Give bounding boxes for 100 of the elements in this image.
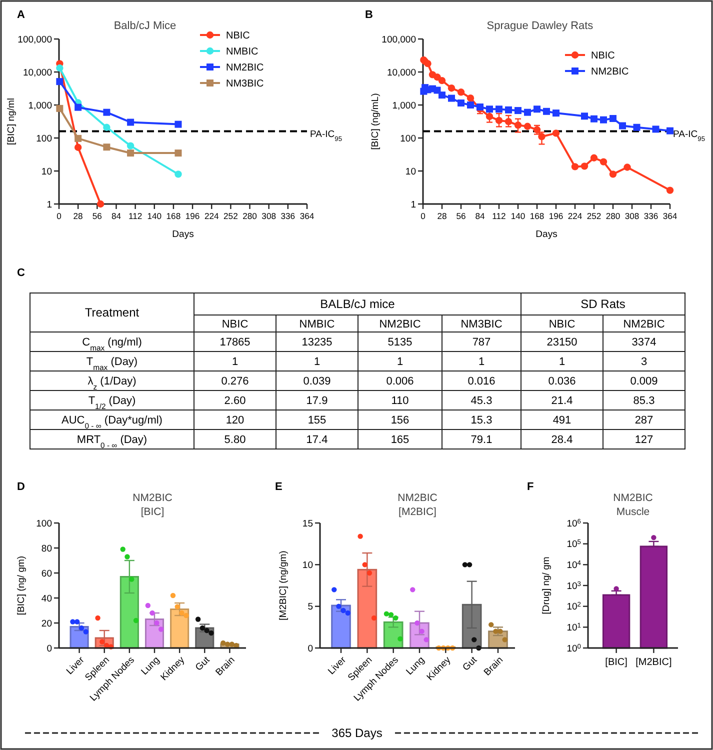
x-tick-label: 336 <box>280 211 296 221</box>
y-tick-label: 1,000 <box>392 100 416 112</box>
text: 17.4 <box>306 434 328 446</box>
text: 0.009 <box>630 376 658 388</box>
y-tick-label: 10 <box>302 560 313 571</box>
text: 85.3 <box>633 395 655 408</box>
text: 0.276 <box>221 376 249 388</box>
text: 3 <box>640 356 648 368</box>
y-tick-label: 10$^{4}$ <box>566 559 582 571</box>
y-tick-label: 5 <box>308 602 313 613</box>
x-tick-label: 224 <box>568 211 582 221</box>
y-tick-label: 20 <box>41 618 52 630</box>
chart-subtitle: Muscle <box>616 506 650 518</box>
category-label: NBIC <box>548 318 576 331</box>
category-label: NMBIC <box>299 318 335 331</box>
legend-label: NMBIC <box>226 46 258 58</box>
text: 787 <box>472 336 491 349</box>
x-tick-label: 280 <box>606 211 620 221</box>
ref-line-label: PA-IC$_{95}$ <box>673 128 706 142</box>
x-tick-label: 112 <box>492 211 506 221</box>
text: 17.9 <box>306 395 328 408</box>
text: 79.1 <box>470 434 492 446</box>
text: 17865 <box>220 336 250 349</box>
x-tick-label: 252 <box>224 211 238 221</box>
y-tick-label: 0 <box>46 643 52 654</box>
y-tick-label: 40 <box>41 593 52 604</box>
x-tick-label: 336 <box>644 211 658 221</box>
text: 155 <box>308 414 326 427</box>
text: 0.016 <box>468 376 496 388</box>
text: E <box>275 481 282 493</box>
y-tick-label: 10$^{5}$ <box>566 538 582 550</box>
text: 0.036 <box>548 376 576 388</box>
x-tick-label: 364 <box>662 211 678 221</box>
y-tick-label: 10$^{6}$ <box>566 518 582 530</box>
category-label: T$_{max}$ (Day) <box>86 356 138 372</box>
text: 2.60 <box>224 395 246 408</box>
x-tick-label: 280 <box>242 211 258 221</box>
text: SD Rats <box>580 297 626 312</box>
text: 0.006 <box>386 376 414 388</box>
y-tick-label: 80 <box>41 543 52 554</box>
chart-subtitle: [M2BIC] <box>398 506 437 518</box>
y-tick-label: 10,000 <box>386 67 416 78</box>
text: 365 Days <box>332 726 382 740</box>
y-axis-title: [Drug] ng/ gm <box>541 556 552 614</box>
text: 3374 <box>632 336 656 349</box>
text: 5135 <box>388 336 412 349</box>
x-tick-label: 196 <box>185 211 200 221</box>
y-tick-label: 100 <box>400 133 416 144</box>
y-tick-label: 1,000 <box>28 100 52 112</box>
x-tick-label: 0 <box>56 211 62 221</box>
x-tick-label: 56 <box>92 211 102 221</box>
x-tick-label: 0 <box>420 211 426 221</box>
text: 1 <box>232 356 238 368</box>
x-tick-label: 140 <box>147 211 162 221</box>
y-tick-label: 10$^{2}$ <box>566 601 582 613</box>
y-tick-label: 15 <box>302 518 313 530</box>
x-axis-title: Days <box>536 229 558 240</box>
x-tick-label: 28 <box>437 211 447 221</box>
chart-title: NM2BIC <box>613 492 654 504</box>
x-tick-label: 168 <box>166 211 181 221</box>
y-tick-label: 100 <box>36 133 52 144</box>
y-tick-label: 100,000 <box>382 34 416 46</box>
x-tick-label: 112 <box>128 211 142 221</box>
x-tick-label: 252 <box>586 211 602 221</box>
text: 127 <box>634 434 654 446</box>
text: D <box>17 481 25 493</box>
y-tick-label: 10$^{0}$ <box>566 642 582 654</box>
category-label: MRT$_{0 - ∞}$ (Day) <box>76 434 148 450</box>
x-tick-label: Gut <box>460 654 480 674</box>
x-tick-label: 168 <box>530 211 544 221</box>
x-tick-label: 140 <box>510 211 526 221</box>
y-tick-label: 10 <box>405 166 416 178</box>
legend-label: NBIC <box>591 50 615 62</box>
text: 21.4 <box>551 395 573 408</box>
chart-title: Sprague Dawley Rats <box>486 20 594 32</box>
text: 5.80 <box>224 434 246 446</box>
x-tick-label: 84 <box>475 211 485 221</box>
category-label: λ$_{z}$ (1/Day) <box>88 376 136 392</box>
text: C <box>17 267 25 279</box>
x-tick-label: 196 <box>548 211 564 221</box>
text: 1 <box>558 356 566 368</box>
text: 1 <box>478 356 485 368</box>
y-tick-label: 60 <box>41 568 52 580</box>
y-tick-label: 100 <box>36 518 52 530</box>
text: 13235 <box>302 336 332 349</box>
x-tick-label: 56 <box>456 211 466 221</box>
x-tick-label: 28 <box>73 211 84 221</box>
y-axis-title: [M2BIC] (ng/gm) <box>278 550 289 620</box>
text: 120 <box>226 414 244 427</box>
y-axis-title: [BIC] (ng/ gm) <box>16 556 27 616</box>
text: 15.3 <box>470 414 492 427</box>
y-tick-label: 1 <box>46 199 52 210</box>
chart-title: NM2BIC <box>398 492 438 504</box>
text: 491 <box>552 414 572 427</box>
y-tick-label: 100,000 <box>18 34 52 46</box>
y-tick-label: 0 <box>308 643 313 654</box>
legend-label: NM3BIC <box>226 78 264 90</box>
text: F <box>527 481 534 493</box>
y-tick-label: 1 <box>410 199 416 210</box>
category-label: NBIC <box>222 318 248 331</box>
